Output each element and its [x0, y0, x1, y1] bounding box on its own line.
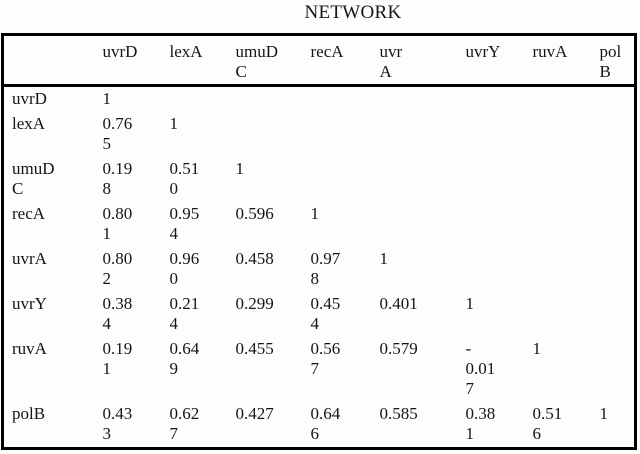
matrix-cell	[525, 202, 592, 247]
corner-header	[2, 34, 95, 87]
table-row-reca: recA 0.80 1 0.95 4 0.596 1	[3, 202, 636, 247]
matrix-cell	[162, 86, 228, 113]
matrix-cell: 0.579	[379, 339, 418, 358]
matrix-cell: 0.38 1	[465, 404, 496, 443]
figure-title: NETWORK	[304, 2, 402, 23]
matrix-cell: 0.56 7	[310, 339, 341, 378]
matrix-cell: 0.64 6	[310, 404, 341, 443]
matrix-cell: 0.76 5	[102, 114, 133, 153]
matrix-cell: 0.97 8	[310, 249, 341, 288]
matrix-cell	[525, 86, 592, 113]
column-header-reca: recA	[302, 34, 372, 87]
matrix-cell	[303, 112, 372, 157]
matrix-cell	[372, 112, 458, 157]
matrix-cell: 0.455	[235, 339, 274, 358]
matrix-cell: 0.38 4	[102, 294, 133, 333]
table-row-uvra: uvrA 0.80 2 0.96 0 0.458 0.97 8 1	[3, 247, 636, 292]
correlation-table: uvrD lexA umuD C recA uvr A uvrY ruvA po…	[1, 33, 637, 450]
matrix-cell: 0.80 1	[102, 204, 133, 243]
matrix-cell	[228, 86, 303, 113]
matrix-cell: 0.427	[235, 404, 274, 423]
table-row-polb: polB 0.43 3 0.62 7 0.427 0.64 6 0.585 0.…	[3, 402, 636, 449]
matrix-cell	[525, 247, 592, 292]
column-header-lexa: lexA	[161, 34, 228, 87]
row-label-uvra: uvrA	[12, 249, 47, 268]
row-label-umudc: umuD C	[12, 159, 55, 198]
matrix-cell: 0.45 4	[310, 294, 341, 333]
matrix-cell	[592, 247, 636, 292]
matrix-cell: 0.596	[235, 204, 274, 223]
matrix-cell	[458, 202, 525, 247]
table-row-lexa: lexA 0.76 5 1	[3, 112, 636, 157]
row-label-reca: recA	[12, 204, 46, 223]
matrix-cell: 0.299	[235, 294, 274, 313]
matrix-cell: 0.43 3	[102, 404, 133, 443]
column-header-polb: pol B	[591, 34, 636, 87]
matrix-cell: 0.51 6	[532, 404, 563, 443]
matrix-cell	[372, 202, 458, 247]
matrix-cell: 0.401	[379, 294, 418, 313]
matrix-cell: - 0.01 7	[465, 339, 496, 398]
matrix-cell: 1	[465, 294, 475, 313]
column-header-uvry: uvrY	[457, 34, 525, 87]
row-label-lexa: lexA	[12, 114, 46, 133]
matrix-cell	[303, 86, 372, 113]
matrix-cell	[592, 157, 636, 202]
table-row-uvry: uvrY 0.38 4 0.21 4 0.299 0.45 4 0.401 1	[3, 292, 636, 337]
matrix-cell	[303, 157, 372, 202]
column-header-uvra: uvr A	[371, 34, 458, 87]
matrix-cell	[525, 292, 592, 337]
column-header-umudc: umuD C	[227, 34, 303, 87]
matrix-cell: 0.585	[379, 404, 418, 423]
matrix-cell: 0.458	[235, 249, 274, 268]
table-row-umudc: umuD C 0.19 8 0.51 0 1	[3, 157, 636, 202]
matrix-cell: 0.80 2	[102, 249, 133, 288]
matrix-cell	[592, 292, 636, 337]
row-label-ruva: ruvA	[12, 339, 47, 358]
matrix-cell: 1	[599, 404, 609, 423]
matrix-cell: 0.51 0	[169, 159, 200, 198]
matrix-cell	[372, 86, 458, 113]
matrix-cell: 0.96 0	[169, 249, 200, 288]
matrix-cell	[372, 157, 458, 202]
header-row: uvrD lexA umuD C recA uvr A uvrY ruvA po…	[2, 34, 636, 87]
matrix-cell	[525, 112, 592, 157]
matrix-cell	[458, 247, 525, 292]
matrix-cell: 0.62 7	[169, 404, 200, 443]
matrix-cell	[592, 337, 636, 402]
column-header-uvrd: uvrD	[94, 34, 162, 87]
matrix-cell: 1	[310, 204, 320, 223]
row-label-uvrd: uvrD	[12, 89, 47, 108]
table-row-uvrd: uvrD 1	[3, 86, 636, 113]
matrix-cell: 0.21 4	[169, 294, 200, 333]
column-header-ruva: ruvA	[524, 34, 592, 87]
matrix-cell: 0.64 9	[169, 339, 200, 378]
matrix-cell: 0.19 8	[102, 159, 133, 198]
matrix-cell	[228, 112, 303, 157]
matrix-cell	[592, 112, 636, 157]
matrix-cell	[592, 202, 636, 247]
matrix-cell	[525, 157, 592, 202]
matrix-cell: 0.95 4	[169, 204, 200, 243]
table-row-ruva: ruvA 0.19 1 0.64 9 0.455 0.56 7 0.579 - …	[3, 337, 636, 402]
matrix-cell: 0.19 1	[102, 339, 133, 378]
row-label-uvry: uvrY	[12, 294, 47, 313]
matrix-cell	[458, 86, 525, 113]
matrix-cell: 1	[532, 339, 542, 358]
matrix-cell	[458, 157, 525, 202]
matrix-cell: 1	[169, 114, 179, 133]
matrix-cell: 1	[235, 159, 245, 178]
matrix-cell	[458, 112, 525, 157]
matrix-cell	[592, 86, 636, 113]
matrix-cell: 1	[379, 249, 389, 268]
matrix-cell: 1	[102, 89, 112, 108]
row-label-polb: polB	[12, 404, 46, 423]
